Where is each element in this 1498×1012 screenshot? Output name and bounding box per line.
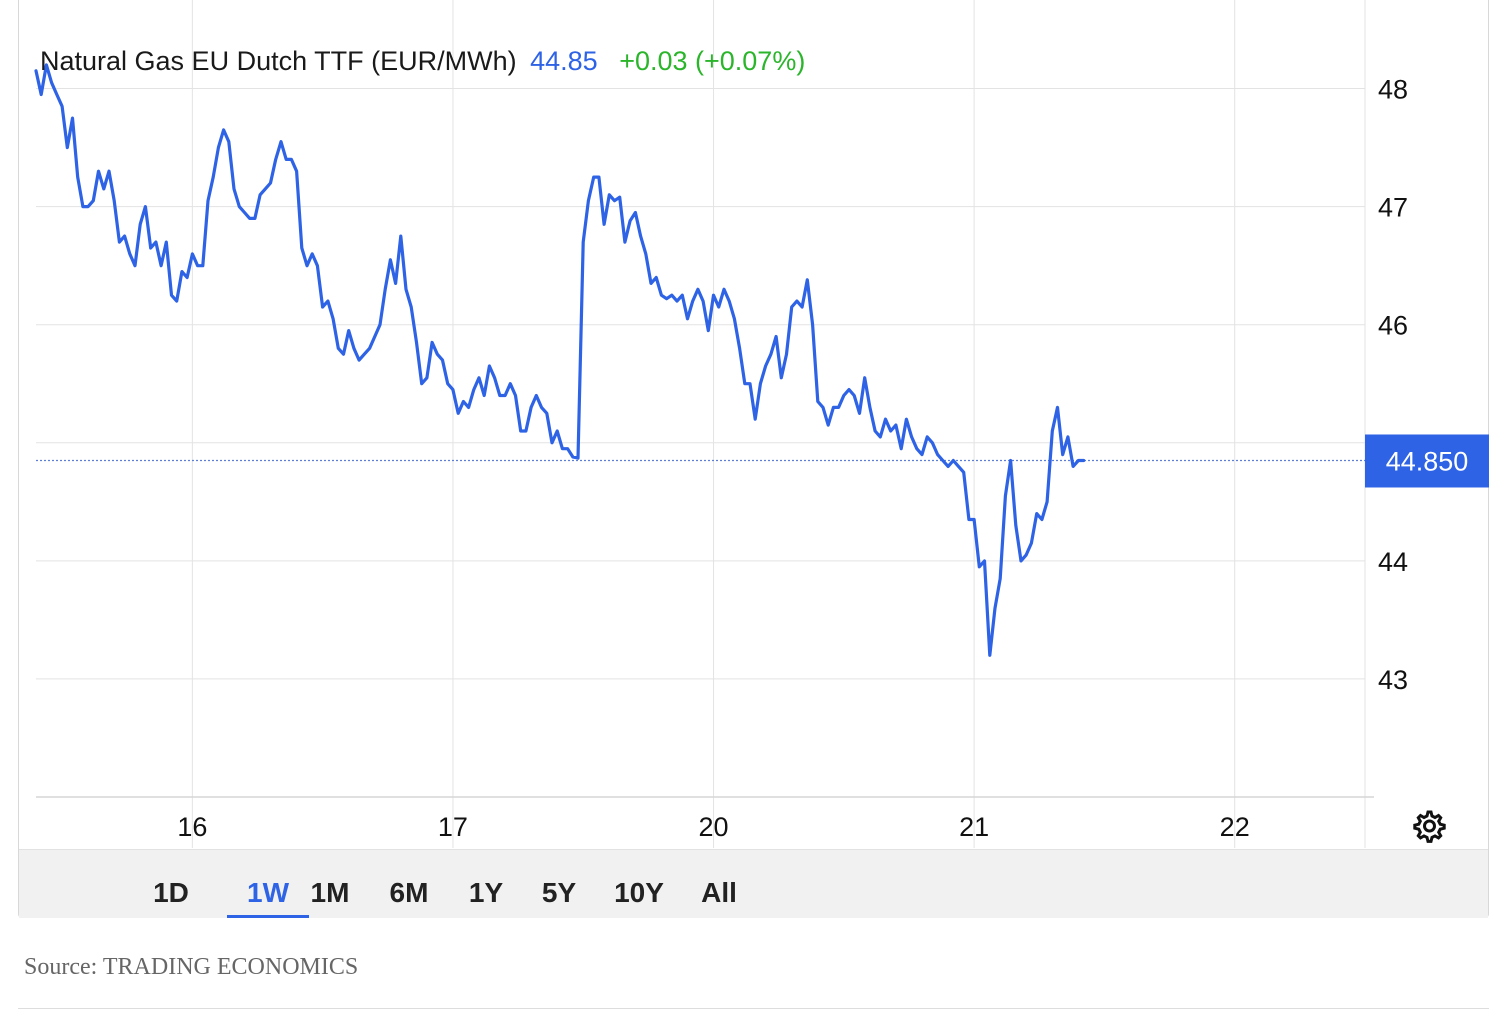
gear-icon[interactable] [1408,806,1448,846]
x-tick-label: 20 [699,812,729,842]
price-chart: 434445464748161720212244.850 [34,0,1489,848]
x-tick-label: 22 [1220,812,1250,842]
range-button-10y[interactable]: 10Y [614,877,664,908]
x-tick-label: 16 [177,812,207,842]
range-button-1w[interactable]: 1W [227,850,309,918]
y-tick-label: 44 [1378,547,1408,577]
price-change: +0.03 (+0.07%) [619,46,806,76]
instrument-name: Natural Gas EU Dutch TTF (EUR/MWh) [40,46,517,76]
current-price-tag [1365,434,1489,488]
range-button-6m[interactable]: 6M [389,877,429,908]
chart-frame [18,0,1489,918]
range-button-1y[interactable]: 1Y [468,877,504,908]
range-button-1m[interactable]: 1M [310,877,350,908]
divider [18,1008,1489,1009]
source-label: Source: TRADING ECONOMICS [24,954,359,980]
y-tick-label: 43 [1378,665,1408,695]
x-tick-label: 17 [438,812,468,842]
range-selector: 1D 1W 1M 6M 1Y 5Y 10Y All [19,849,1488,918]
y-tick-label: 48 [1378,75,1408,105]
current-price: 44.85 [530,46,598,76]
price-series-line [34,63,1086,657]
chart-header: Natural Gas EU Dutch TTF (EUR/MWh) 44.85… [40,46,811,77]
x-tick-label: 21 [959,812,989,842]
range-button-all[interactable]: All [701,877,737,908]
y-tick-label: 46 [1378,311,1408,341]
y-tick-label: 47 [1378,193,1408,223]
range-button-5y[interactable]: 5Y [541,877,577,908]
current-price-tag-label: 44.850 [1386,446,1469,476]
range-button-1d[interactable]: 1D [153,877,189,908]
